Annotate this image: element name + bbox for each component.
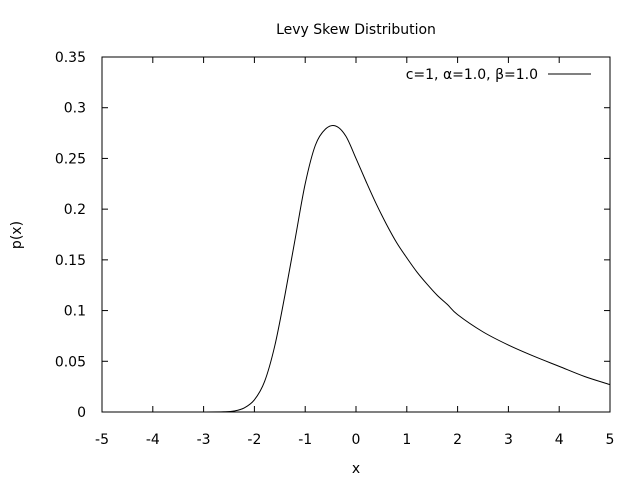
y-tick-label: 0	[77, 405, 86, 421]
y-tick-label: 0.25	[55, 151, 86, 167]
series-line	[102, 124, 611, 413]
x-tick-label: 0	[352, 432, 361, 448]
y-axis-label: p(x)	[9, 221, 25, 249]
y-tick-labels: 0 0.05 0.1 0.15 0.2 0.25 0.3 0.35	[55, 50, 86, 421]
plot-frame	[101, 56, 611, 413]
ticks	[101, 56, 611, 413]
x-tick-label: 5	[606, 432, 615, 448]
y-tick-label: 0.3	[64, 101, 86, 117]
chart-title: Levy Skew Distribution	[276, 22, 436, 38]
x-tick-label: -1	[298, 432, 312, 448]
x-tick-label: 3	[504, 432, 513, 448]
x-tick-labels: -5 -4 -3 -2 -1 0 1 2 3 4 5	[95, 432, 614, 448]
series-layer	[102, 124, 611, 413]
x-tick-label: 4	[555, 432, 564, 448]
x-tick-label: -2	[247, 432, 261, 448]
legend-label: c=1, α=1.0, β=1.0	[406, 67, 538, 83]
x-tick-label: 2	[453, 432, 462, 448]
x-tick-label: 1	[402, 432, 411, 448]
x-axis-label: x	[352, 461, 360, 477]
x-tick-label: -5	[95, 432, 109, 448]
y-tick-label: 0.35	[55, 50, 86, 66]
y-tick-label: 0.05	[55, 354, 86, 370]
x-tick-label: -4	[146, 432, 160, 448]
y-tick-label: 0.2	[64, 202, 86, 218]
legend: c=1, α=1.0, β=1.0	[406, 67, 591, 83]
y-tick-label: 0.15	[55, 253, 86, 269]
y-tick-label: 0.1	[64, 304, 86, 320]
x-tick-label: -3	[197, 432, 211, 448]
